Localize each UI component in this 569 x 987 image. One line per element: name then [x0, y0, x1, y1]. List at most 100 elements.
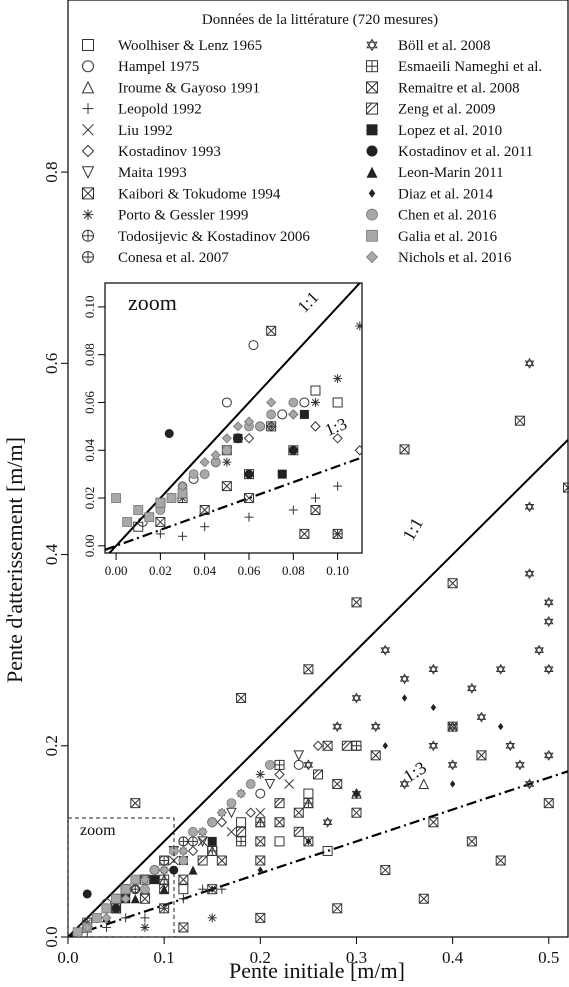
main-series-diaz-et-al-2014	[209, 694, 504, 893]
main-point	[236, 692, 247, 703]
inset-point	[332, 397, 343, 408]
inset-point	[177, 481, 188, 492]
main-point	[305, 837, 312, 845]
main-point	[505, 740, 516, 752]
inset-x-tick-label: 0.02	[149, 563, 172, 578]
main-point	[495, 855, 506, 866]
inset-point	[310, 397, 320, 407]
legend-marker-maita-1993	[81, 166, 95, 179]
main-point	[178, 884, 189, 895]
main-point	[382, 742, 389, 750]
main-point	[467, 682, 477, 694]
main-point	[255, 817, 266, 828]
main-point	[207, 845, 218, 856]
main-point	[466, 836, 477, 847]
inset-point	[188, 469, 199, 480]
main-point	[139, 874, 150, 885]
main-point	[274, 836, 285, 847]
main-point	[216, 807, 227, 818]
main-series-nichols-et-al-2016	[82, 788, 247, 933]
legend-label: Chen et al. 2016	[398, 208, 497, 224]
inset-y-tick-label: 0.00	[82, 534, 97, 557]
legend-label: Lopez et al. 2010	[398, 123, 502, 139]
main-point	[140, 884, 150, 895]
legend-marker-woolhiser-lenz-1965	[82, 39, 94, 51]
legend-marker-conesa-et-al-2007	[82, 251, 94, 263]
legend-label: Kostadinov et al. 2011	[398, 144, 533, 160]
inset-point	[155, 497, 166, 508]
inset-point	[199, 457, 210, 468]
main-point	[497, 723, 504, 731]
main-point	[543, 615, 554, 627]
main-series-remaitre-et-al-2008	[139, 750, 381, 904]
inset-point	[133, 505, 144, 515]
main-point	[178, 855, 189, 866]
main-point	[120, 893, 131, 904]
y-axis-title: Pente d'atterissement [m/m]	[2, 437, 27, 683]
main-point	[524, 568, 535, 580]
main-point	[274, 817, 285, 828]
inset-point	[288, 445, 298, 455]
main-point	[322, 845, 333, 856]
main-point	[255, 788, 266, 799]
main-point	[226, 826, 237, 837]
inset-point	[310, 385, 321, 396]
main-point	[150, 875, 160, 885]
main-point	[293, 750, 305, 761]
main-point	[495, 663, 506, 675]
main-point	[209, 885, 215, 893]
main-x-tick-label: 0.1	[154, 948, 175, 967]
inset-y-tick-label: 0.02	[82, 487, 97, 510]
main-ref-line-1-1	[68, 439, 569, 937]
main-point	[111, 893, 121, 904]
inset-point	[200, 522, 210, 532]
main-point	[169, 865, 179, 875]
inset-point	[243, 416, 255, 427]
inset-x-tick-label: 0.00	[105, 563, 128, 578]
inset-point	[288, 409, 299, 420]
main-point	[399, 444, 410, 455]
main-point	[130, 894, 140, 904]
legend-marker-iroume-gayoso-1991	[81, 80, 95, 94]
main-y-tick-label: 0.8	[42, 161, 61, 182]
main-point	[188, 836, 198, 847]
main-point	[332, 903, 343, 914]
inset-point	[244, 469, 254, 479]
legend-label: Zeng et al. 2009	[398, 102, 495, 118]
main-point	[399, 778, 410, 790]
legend-label: Nichols et al. 2016	[398, 250, 512, 266]
legend-label: Leon-Marin 2011	[398, 165, 504, 181]
main-point	[130, 884, 141, 895]
zoom-box-label: zoom	[80, 822, 116, 839]
inset-y-tick-label: 0.04	[82, 438, 97, 461]
inset-point	[277, 409, 288, 420]
main-point	[197, 826, 208, 837]
main-point	[303, 664, 314, 675]
legend-label: Iroume & Gayoso 1991	[118, 80, 260, 96]
main-point	[322, 816, 333, 828]
zoom-box	[67, 817, 175, 938]
main-point	[130, 798, 141, 809]
inset-title: zoom	[128, 290, 177, 315]
main-point	[188, 865, 198, 875]
inset-y-tick-label: 0.06	[82, 391, 97, 414]
inset-series-kostadinov-et-al-2011	[164, 429, 298, 479]
ref-line-1-1-label: 1:1	[398, 514, 427, 544]
main-point	[178, 836, 189, 847]
legend-label: Diaz et al. 2014	[398, 186, 493, 202]
main-series-boll-et-al-2008	[303, 357, 554, 828]
main-point	[236, 817, 247, 828]
main-point	[543, 749, 554, 761]
main-point	[226, 807, 237, 819]
main-y-tick-label: 0.0	[42, 926, 61, 947]
legend-label: Leopold 1992	[118, 102, 202, 118]
main-point	[293, 759, 304, 770]
main-point	[257, 866, 264, 874]
inset-series-galia-et-al-2016	[111, 488, 188, 527]
inset-x-tick-label: 0.08	[282, 563, 305, 578]
main-point	[245, 779, 256, 789]
inset-x-tick-label: 0.06	[238, 563, 261, 578]
legend-marker-boll-et-al-2008	[366, 38, 378, 52]
main-point	[207, 913, 217, 923]
main-y-tick-label: 0.2	[42, 735, 61, 756]
